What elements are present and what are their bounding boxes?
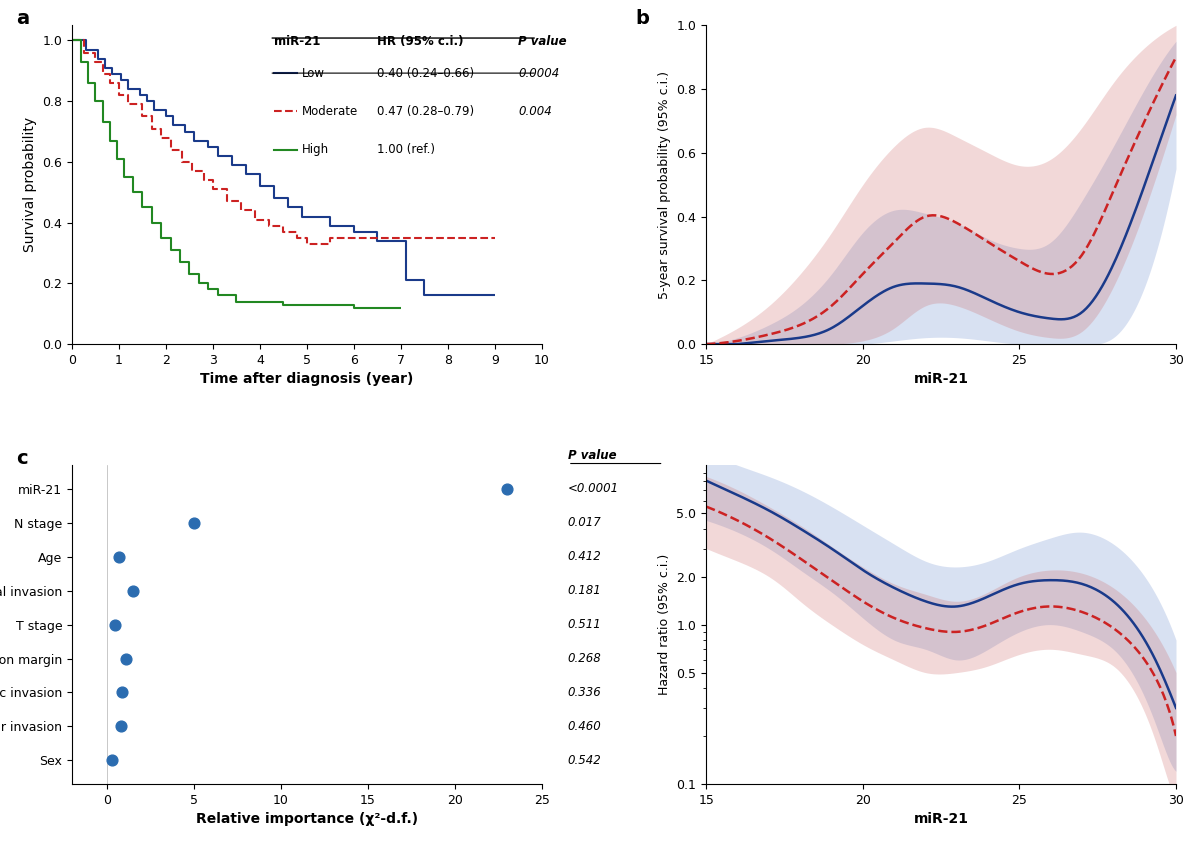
Point (113, 685, 132, 699)
Y-axis label: Survival probability: Survival probability (23, 117, 37, 252)
Point (184, 516, 203, 529)
Text: 0.511: 0.511 (568, 618, 601, 631)
Point (112, 720, 131, 733)
Text: HR (95% c.i.): HR (95% c.i.) (377, 35, 464, 48)
Text: 1.00 (ref.): 1.00 (ref.) (377, 143, 436, 156)
Text: 0.412: 0.412 (568, 550, 601, 563)
Text: <0.0001: <0.0001 (568, 482, 619, 496)
Text: 0.40 (0.24–0.66): 0.40 (0.24–0.66) (377, 67, 474, 79)
Text: 0.336: 0.336 (568, 686, 601, 699)
Text: c: c (16, 449, 28, 468)
Text: 0.47 (0.28–0.79): 0.47 (0.28–0.79) (377, 105, 474, 118)
Y-axis label: 5-year survival probability (95% c.i.): 5-year survival probability (95% c.i.) (658, 71, 671, 298)
Point (124, 584, 143, 598)
Point (106, 618, 125, 631)
Text: 0.268: 0.268 (568, 652, 601, 665)
Text: Moderate: Moderate (302, 105, 359, 118)
Text: 0.004: 0.004 (518, 105, 552, 118)
Point (102, 754, 121, 767)
Text: 0.0004: 0.0004 (518, 67, 559, 79)
Text: High: High (302, 143, 329, 156)
Point (109, 550, 128, 563)
Y-axis label: Hazard ratio (95% c.i.): Hazard ratio (95% c.i.) (658, 554, 671, 695)
Text: 0.181: 0.181 (568, 584, 601, 597)
Text: P value: P value (568, 448, 617, 462)
Text: P value: P value (518, 35, 566, 48)
Point (497, 482, 516, 496)
Text: 0.542: 0.542 (568, 754, 601, 767)
Point (116, 652, 136, 665)
Text: Low: Low (302, 67, 325, 79)
Text: 0.460: 0.460 (568, 720, 601, 733)
X-axis label: miR-21: miR-21 (913, 373, 968, 386)
X-axis label: Time after diagnosis (year): Time after diagnosis (year) (200, 373, 414, 386)
X-axis label: miR-21: miR-21 (913, 813, 968, 826)
Text: a: a (16, 9, 29, 29)
Text: 0.017: 0.017 (568, 517, 601, 529)
Text: b: b (636, 9, 649, 29)
Text: miR-21: miR-21 (274, 35, 320, 48)
X-axis label: Relative importance (χ²-d.f.): Relative importance (χ²-d.f.) (196, 813, 418, 826)
